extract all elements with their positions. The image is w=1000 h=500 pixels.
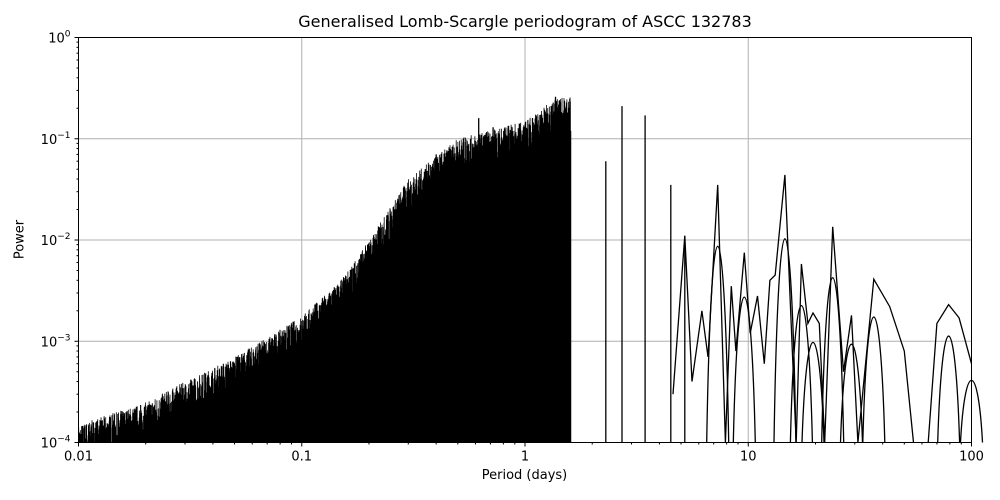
y-tick-label: 10−1 (41, 131, 71, 148)
chart-title: Generalised Lomb-Scargle periodogram of … (298, 12, 752, 31)
y-tick-label: 10−4 (41, 435, 71, 452)
x-tick-label: 0.1 (291, 450, 312, 465)
x-tick-label: 10 (740, 450, 757, 465)
periodogram-line (78, 96, 984, 443)
y-tick-label: 10−2 (41, 232, 71, 249)
x-tick-label: 1 (521, 450, 529, 465)
x-tick-label: 0.01 (64, 450, 93, 465)
x-axis-ticks: 0.01 0.1 1 10 100 (64, 442, 984, 465)
y-tick-label: 10−3 (41, 333, 71, 350)
x-tick-label: 100 (959, 450, 984, 465)
y-tick-label: 100 (48, 30, 71, 47)
x-axis-label: Period (days) (481, 468, 568, 483)
y-axis-ticks: 10−4 10−3 10−2 10−1 100 (41, 30, 79, 452)
